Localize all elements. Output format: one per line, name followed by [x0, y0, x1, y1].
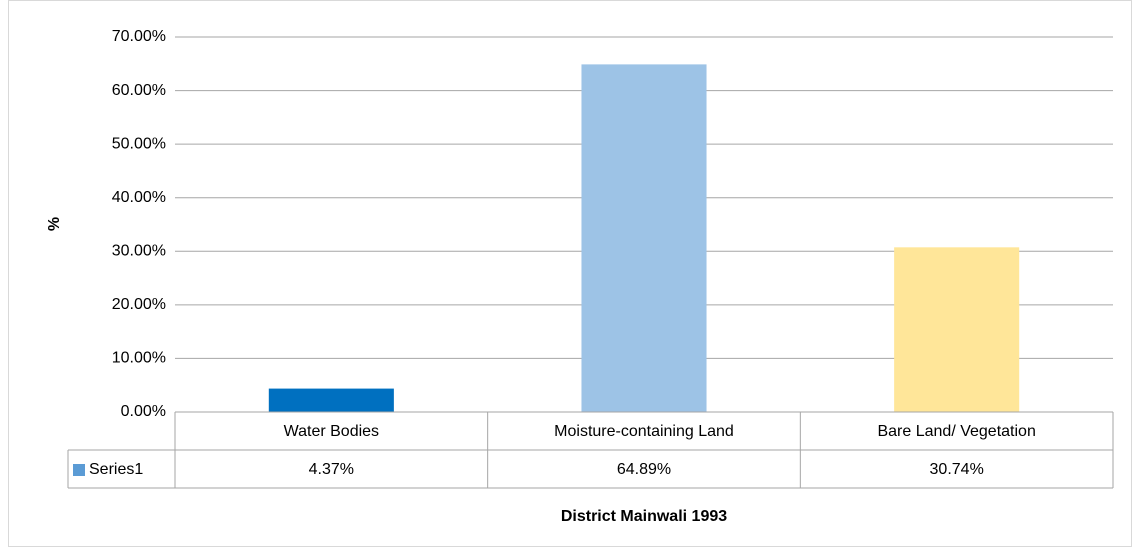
bar — [268, 388, 394, 412]
x-tick-label: Moisture-containing Land — [554, 423, 734, 440]
y-tick-label: 40.00% — [112, 189, 166, 206]
y-tick-label: 20.00% — [112, 296, 166, 313]
data-label: 4.37% — [309, 461, 354, 478]
x-tick-label: Water Bodies — [284, 423, 379, 440]
x-axis-label: District Mainwali 1993 — [561, 508, 727, 525]
bar — [894, 247, 1020, 412]
y-tick-label: 50.00% — [112, 135, 166, 152]
y-tick-label: 60.00% — [112, 82, 166, 99]
y-tick-label: 70.00% — [112, 28, 166, 45]
y-tick-label: 10.00% — [112, 350, 166, 367]
bar — [581, 64, 707, 412]
data-label: 64.89% — [617, 461, 671, 478]
legend-label: Series1 — [89, 461, 143, 478]
y-tick-label: 30.00% — [112, 243, 166, 260]
x-tick-label: Bare Land/ Vegetation — [877, 423, 1035, 440]
data-label: 30.74% — [930, 461, 984, 478]
y-tick-label: 0.00% — [121, 403, 166, 420]
legend-swatch — [73, 464, 85, 476]
y-axis-label: % — [46, 217, 63, 231]
